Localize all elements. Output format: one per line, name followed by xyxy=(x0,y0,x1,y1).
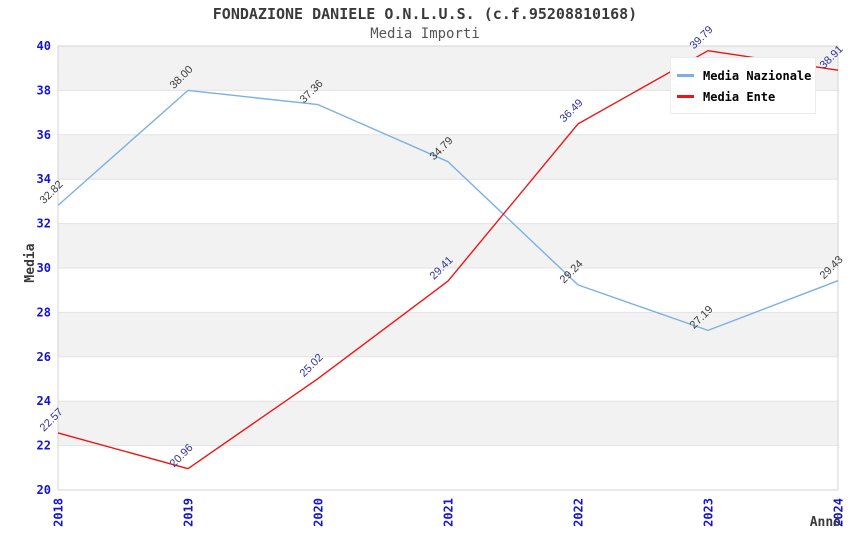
y-tick-label: 34 xyxy=(37,172,51,186)
chart-title: FONDAZIONE DANIELE O.N.L.U.S. (c.f.95208… xyxy=(212,5,638,23)
y-tick-label: 30 xyxy=(37,261,51,275)
x-tick-label: 2018 xyxy=(52,498,66,527)
x-tick-label: 2020 xyxy=(312,498,326,527)
series-line-media-ente xyxy=(57,50,839,470)
x-tick-label: 2019 xyxy=(182,498,196,527)
x-tick-label: 2021 xyxy=(442,498,456,527)
y-tick-label: 26 xyxy=(37,350,51,364)
media-ente-line-swatch-icon xyxy=(677,95,694,98)
series-line-media-nazionale xyxy=(57,89,839,332)
media-nazionale-line-swatch-icon xyxy=(677,74,694,77)
grid-band xyxy=(58,445,838,490)
grid-band xyxy=(58,223,838,268)
grid-band xyxy=(58,268,838,313)
legend-label: Media Ente xyxy=(703,89,776,104)
y-tick-label: 24 xyxy=(37,394,51,408)
grid-band xyxy=(58,356,838,402)
x-tick-label: 2024 xyxy=(832,498,846,527)
y-tick-label: 40 xyxy=(37,39,51,53)
x-tick-label: 2023 xyxy=(702,498,716,527)
y-tick-label: 32 xyxy=(37,217,51,231)
y-tick-label: 36 xyxy=(37,128,51,142)
legend-label: Media Nazionale xyxy=(703,68,812,83)
x-axis-title: Anno xyxy=(809,515,841,530)
grid-band xyxy=(58,401,838,446)
grid-band xyxy=(58,312,838,357)
legend-item-media-ente: Media Ente xyxy=(677,86,815,107)
y-tick-label: 38 xyxy=(37,83,51,97)
y-tick-label: 28 xyxy=(37,305,51,319)
y-axis-title: Media xyxy=(23,243,38,283)
legend: Media Nazionale Media Ente xyxy=(670,57,816,114)
chart-subtitle: Media Importi xyxy=(370,26,480,42)
grid-band xyxy=(58,134,838,180)
x-tick-label: 2022 xyxy=(572,498,586,527)
legend-item-media-nazionale: Media Nazionale xyxy=(677,65,815,86)
grid-band xyxy=(58,179,838,224)
plot-border xyxy=(57,45,839,491)
y-tick-label: 20 xyxy=(37,483,51,497)
y-tick-label: 22 xyxy=(37,439,51,453)
